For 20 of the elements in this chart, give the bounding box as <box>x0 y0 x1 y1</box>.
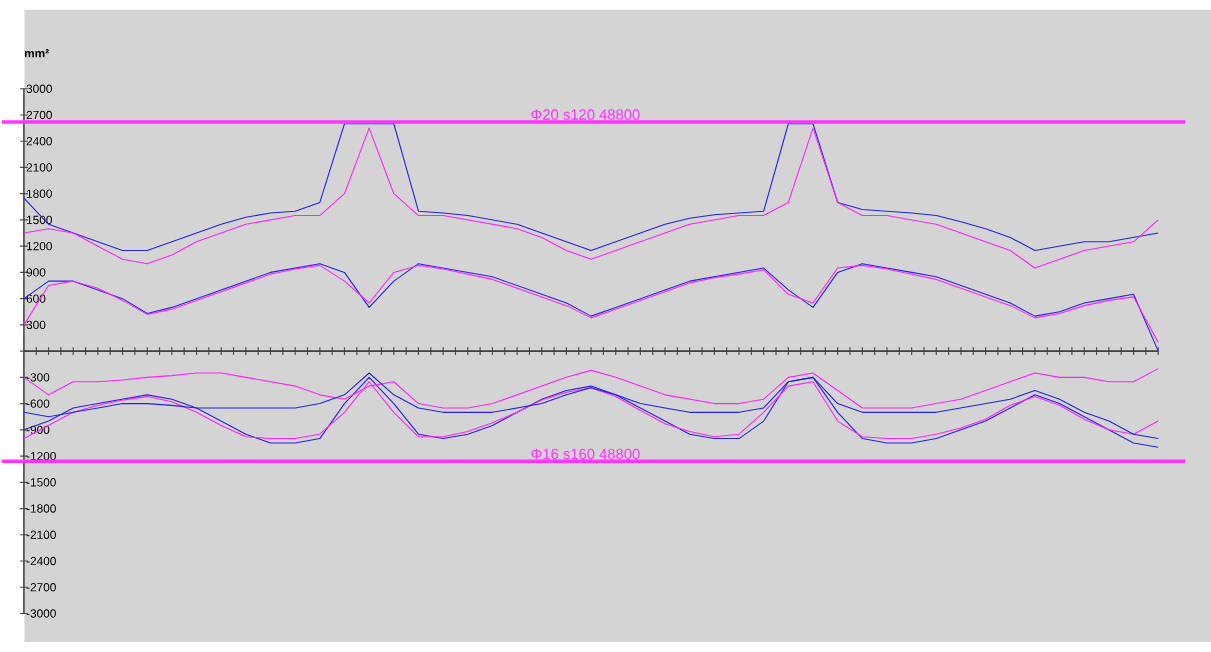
y-tick-label: 2400 <box>26 137 52 146</box>
y-tick-label: -600 <box>26 399 50 408</box>
y-tick-label: -2100 <box>26 530 56 539</box>
y-tick-label: 1800 <box>27 189 52 198</box>
y-tick-label: -1800 <box>26 504 56 513</box>
y-tick-label: -2400 <box>26 556 56 566</box>
y-tick-label: -2700 <box>26 583 56 592</box>
y-tick-label: 2100 <box>26 163 52 172</box>
y-tick-label: 900 <box>26 268 46 277</box>
y-tick-label: -1500 <box>26 478 56 487</box>
ref-line-label: Φ16 s160 48800 <box>531 448 640 460</box>
y-tick-label: -1200 <box>26 451 56 461</box>
y-axis-title: mm² <box>24 49 49 58</box>
y-tick-label: 300 <box>26 320 46 330</box>
y-tick-label: 1200 <box>27 242 52 251</box>
y-tick-label: 3000 <box>26 84 52 93</box>
y-tick-label: 2700 <box>26 110 52 120</box>
ref-line-label: Φ20 s120 48800 <box>531 109 640 120</box>
y-tick-label: -3000 <box>26 609 56 618</box>
y-tick-label: -300 <box>26 373 50 382</box>
